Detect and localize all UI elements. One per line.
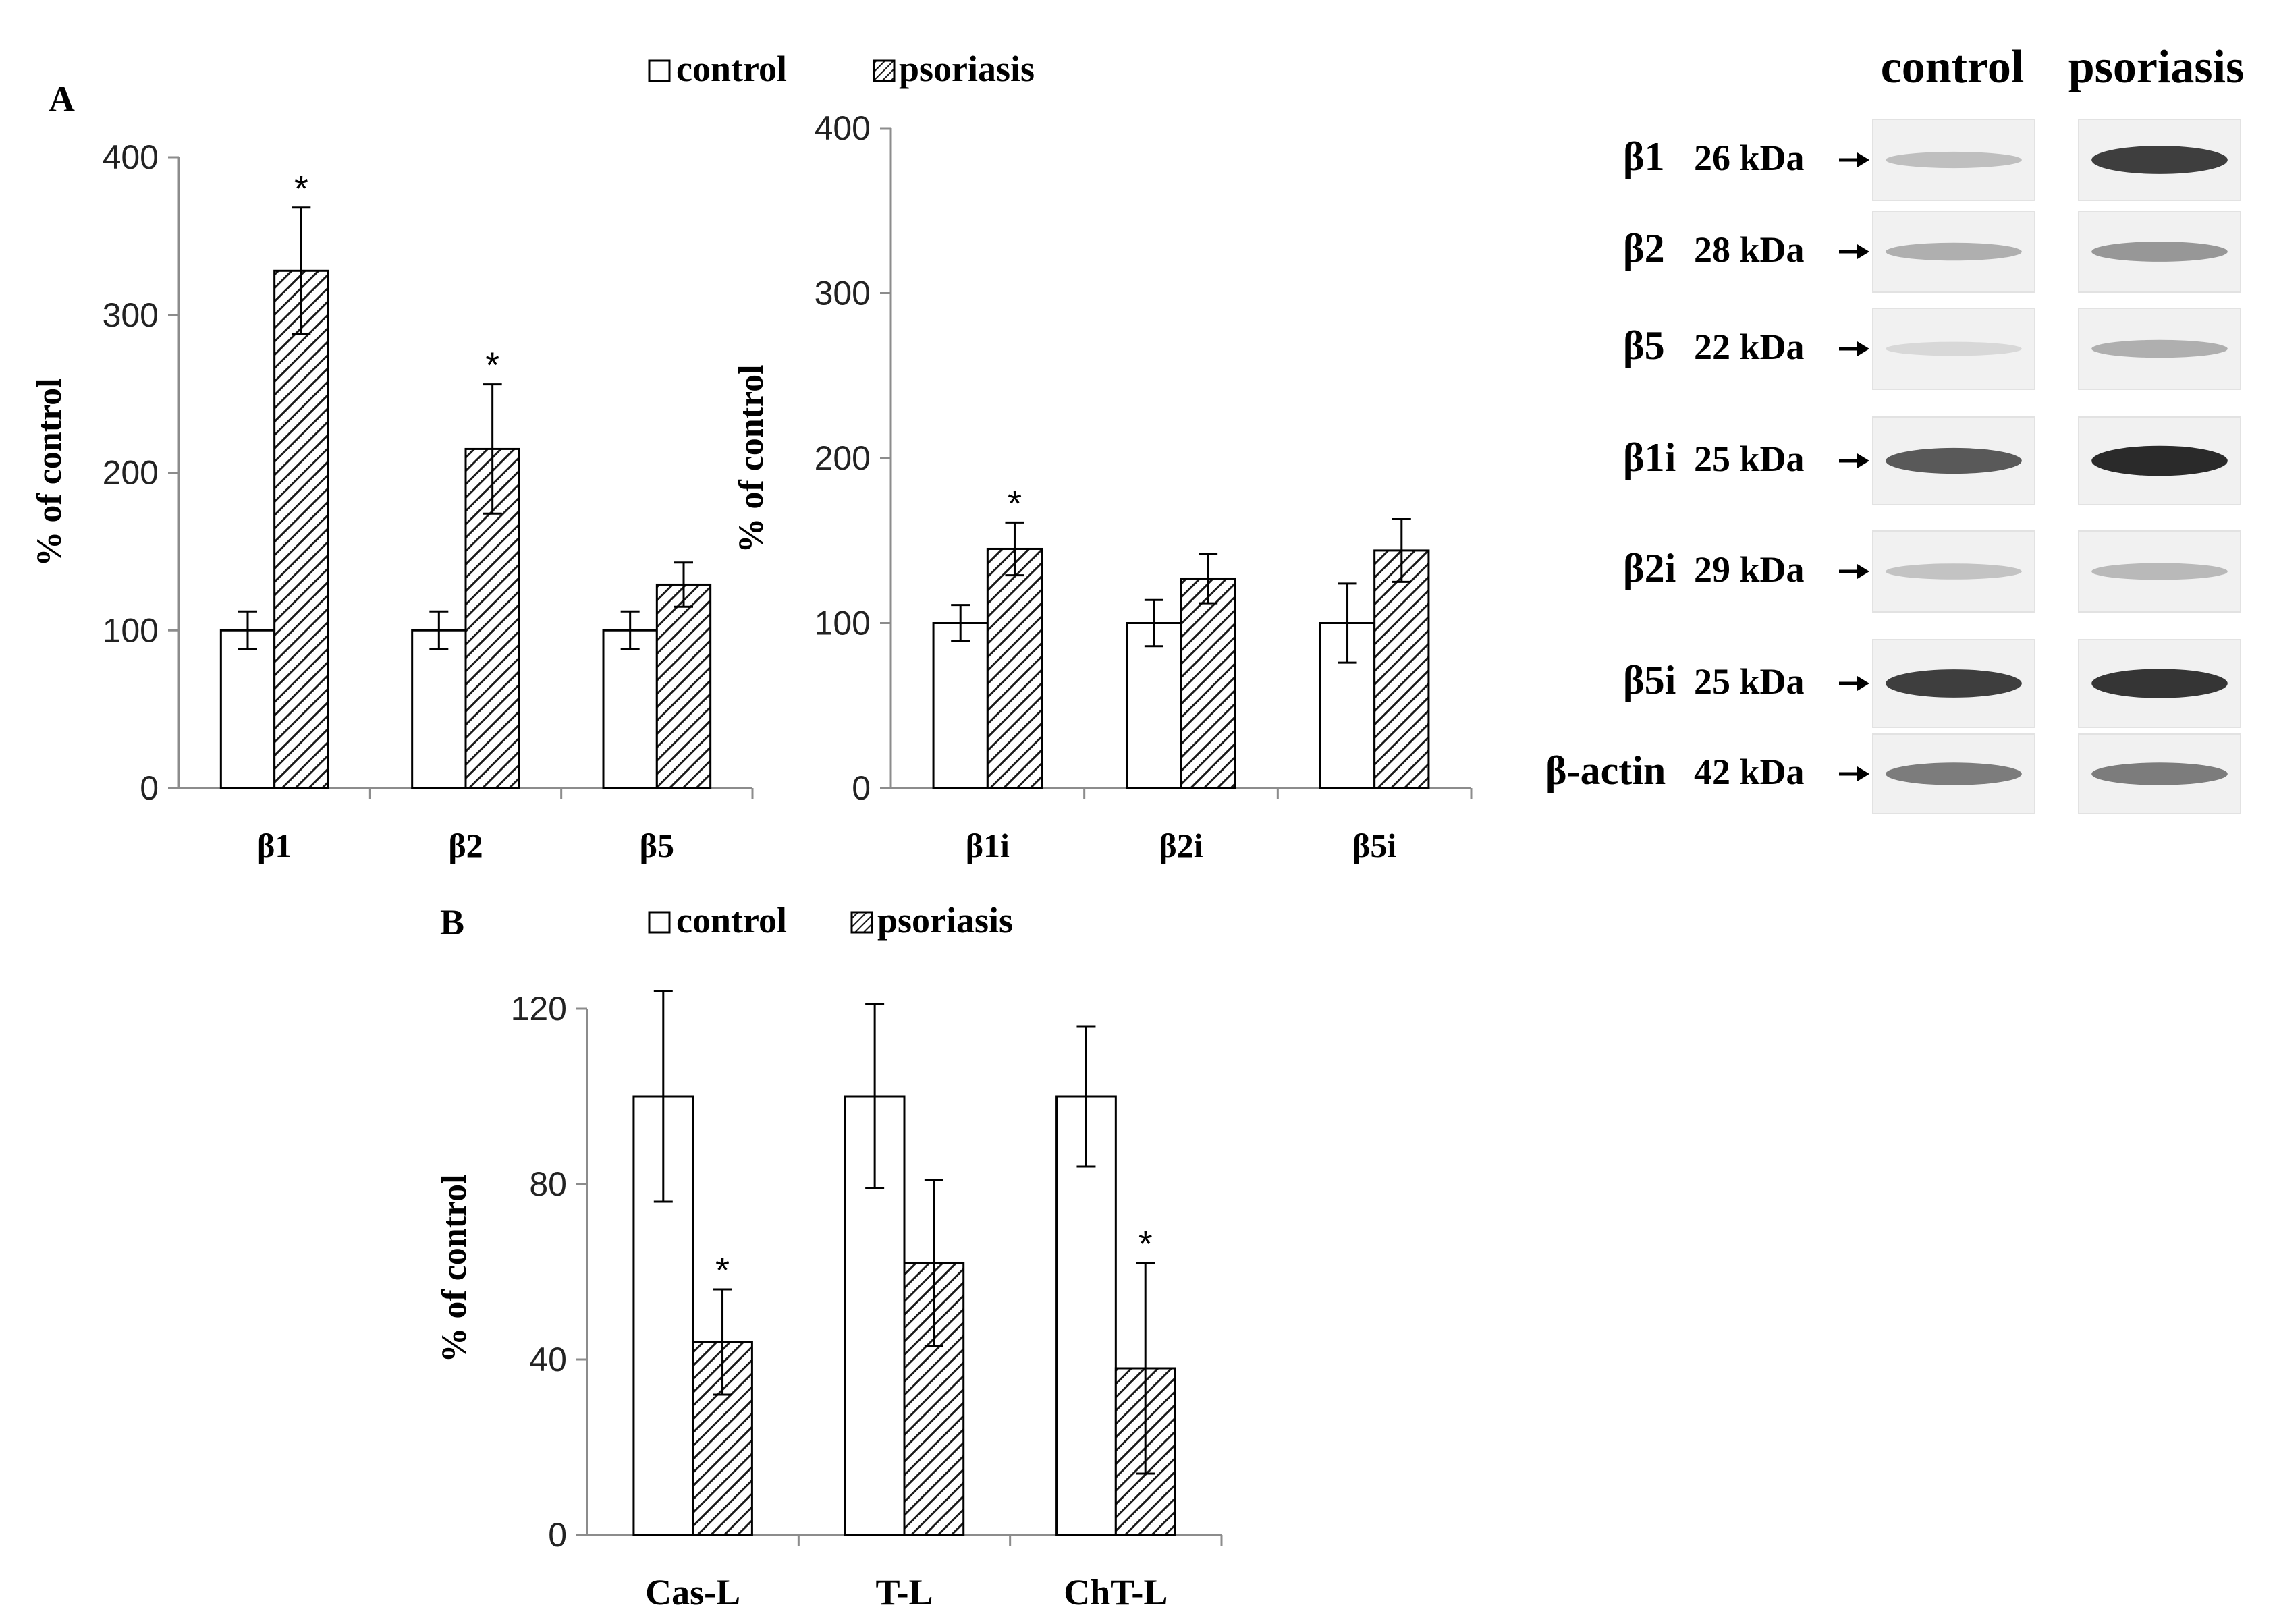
x-category-label: T-L [875, 1572, 933, 1613]
bar-psoriasis [1180, 577, 1236, 789]
bar-control [602, 629, 658, 789]
x-category-label: β2i [1159, 827, 1203, 864]
y-tick-label: 400 [815, 109, 871, 147]
blot-band [2091, 563, 2228, 580]
blot-arrow-head [1857, 152, 1869, 167]
blot-band [2091, 445, 2228, 476]
legend-a: control psoriasis [648, 49, 1035, 89]
blot-band [1886, 151, 2022, 169]
blot-arrow-head [1857, 453, 1869, 468]
bar-control [411, 629, 467, 789]
blot-band [1886, 341, 2022, 356]
blot-mw-label: 25 kDa [1694, 661, 1805, 702]
significance-asterisk: * [294, 169, 308, 209]
blot-band [2091, 242, 2228, 262]
x-category-label: β2 [448, 827, 483, 864]
bar-psoriasis [986, 547, 1043, 789]
blot-band [1886, 669, 2022, 698]
chart-beta-immuno: 0 100 200 300 400 % of control β1i * β2i β5i [732, 109, 1473, 864]
blot-mw-label: 22 kDa [1694, 327, 1805, 367]
blot-protein-label: β5 [1623, 323, 1665, 368]
blot-protein-label: β1i [1623, 435, 1676, 480]
bar-control [219, 629, 276, 789]
blot-arrow-head [1857, 564, 1869, 579]
y-tick-label: 0 [548, 1516, 567, 1554]
y-tick-label: 200 [815, 439, 871, 477]
legend-a-control-swatch [648, 59, 671, 82]
y-tick-label: 100 [815, 605, 871, 642]
x-category-label: Cas-L [645, 1572, 740, 1613]
bar-psoriasis [1373, 549, 1430, 789]
legend-b: control psoriasis [648, 900, 1013, 941]
y-tick-label: 120 [511, 990, 567, 1028]
legend-a-psoriasis-swatch [873, 59, 896, 82]
blot-protein-label: β2i [1623, 546, 1676, 590]
y-tick-label: 80 [529, 1165, 567, 1203]
blot-mw-label: 42 kDa [1694, 752, 1805, 792]
blot-band [1886, 563, 2022, 580]
blot-mw-label: 26 kDa [1694, 138, 1805, 178]
y-tick-label: 0 [852, 769, 871, 807]
x-category-label: β5 [640, 827, 674, 864]
bar-psoriasis [273, 269, 329, 789]
y-tick-label: 200 [103, 454, 159, 492]
blot-column-header: psoriasis [2068, 41, 2245, 93]
bar-control [1055, 1095, 1117, 1536]
y-tick-label: 300 [103, 296, 159, 334]
y-tick-label: 100 [103, 611, 159, 649]
blot-band [2091, 762, 2228, 785]
blot-arrow-head [1857, 244, 1869, 259]
legend-b-control-swatch [648, 911, 671, 934]
significance-asterisk: * [1138, 1224, 1153, 1264]
blot-mw-label: 29 kDa [1694, 549, 1805, 590]
legend-a-psoriasis-label: psoriasis [899, 49, 1035, 89]
x-category-label: β1i [966, 827, 1010, 864]
y-axis-label: % of control [435, 1174, 474, 1362]
y-axis-label: % of control [732, 364, 771, 553]
blot-arrow-head [1857, 766, 1869, 781]
bar-control [932, 622, 989, 789]
x-category-label: ChT-L [1064, 1572, 1168, 1613]
y-tick-label: 0 [140, 769, 159, 807]
blot-mw-label: 28 kDa [1694, 229, 1805, 270]
bar-psoriasis [655, 583, 712, 789]
x-category-label: β5i [1352, 827, 1396, 864]
panel-label: A [49, 79, 75, 119]
blot-band [1886, 447, 2022, 474]
significance-asterisk: * [715, 1250, 730, 1291]
blot-protein-label: β5i [1623, 658, 1676, 702]
significance-asterisk: * [1008, 483, 1022, 524]
blot-band [2091, 339, 2228, 358]
blot-column-header: control [1881, 41, 2025, 93]
panel-label: B [440, 902, 464, 943]
blot-band [1886, 242, 2022, 261]
blot-mw-label: 25 kDa [1694, 439, 1805, 479]
y-tick-label: 400 [103, 138, 159, 176]
significance-asterisk: * [485, 345, 499, 386]
legend-b-psoriasis-swatch [850, 911, 873, 934]
blot-protein-label: β-actin [1545, 748, 1666, 793]
bar-control [1126, 622, 1182, 789]
chart-peptidase-activity: B 0 40 80 120 % of control Cas-L * T-L ChT-L * [435, 902, 1223, 1613]
blot-band [1886, 762, 2022, 785]
y-tick-label: 40 [529, 1341, 567, 1378]
blot-arrow-head [1857, 341, 1869, 356]
chart-beta-constitutive: A 0 100 200 300 400 % of control β1 * β2 * β5 [30, 79, 754, 864]
western-blot: control psoriasis β1 26 kDa β2 28 kDa β5 22 kDa… [1545, 41, 2244, 814]
y-axis-label: % of control [30, 378, 69, 566]
blot-band [2091, 669, 2228, 698]
blot-band [2091, 146, 2228, 174]
legend-b-control-label: control [676, 900, 787, 941]
blot-protein-label: β1 [1623, 134, 1665, 179]
legend-a-control-label: control [676, 49, 787, 89]
legend-b-psoriasis-label: psoriasis [877, 900, 1013, 941]
blot-protein-label: β2 [1623, 226, 1665, 271]
x-category-label: β1 [257, 827, 292, 864]
y-tick-label: 300 [815, 275, 871, 312]
blot-arrow-head [1857, 676, 1869, 691]
